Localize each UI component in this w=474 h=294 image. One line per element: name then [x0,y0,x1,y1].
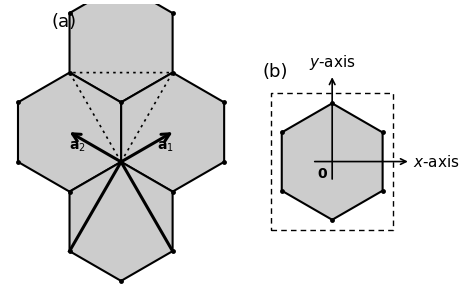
Polygon shape [121,73,224,192]
Text: $y$-axis: $y$-axis [309,54,356,72]
Polygon shape [70,162,173,281]
Polygon shape [282,103,383,220]
Text: $\mathbf{a}_2$: $\mathbf{a}_2$ [69,140,86,154]
Text: $\mathbf{a}_1$: $\mathbf{a}_1$ [156,140,173,154]
Text: $x$-axis: $x$-axis [412,153,459,170]
Polygon shape [70,0,173,102]
Text: (b): (b) [263,63,288,81]
Text: (a): (a) [52,13,77,31]
Polygon shape [18,73,121,192]
Text: 0: 0 [317,167,327,181]
